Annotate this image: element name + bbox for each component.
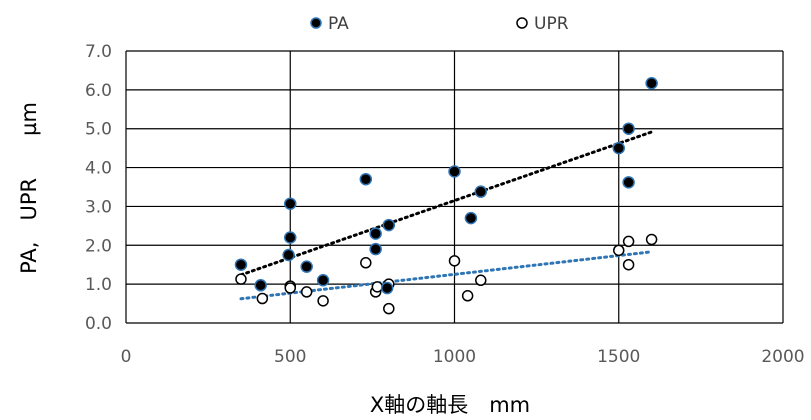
grid-lines — [125, 50, 784, 324]
data-point-pa — [622, 176, 635, 189]
x-tick-label: 1000 — [433, 347, 476, 367]
data-points — [234, 77, 658, 315]
data-point-pa — [359, 172, 373, 186]
data-point-pa — [284, 197, 297, 210]
data-point-pa — [369, 242, 382, 256]
data-point-pa — [382, 218, 396, 232]
x-tick-label: 1500 — [597, 347, 640, 367]
x-axis-title: X軸の軸長 mm — [370, 393, 530, 417]
data-point-upr — [448, 255, 461, 267]
y-axis-title: PA, UPR µm — [17, 102, 41, 274]
trendline-pa — [239, 130, 654, 277]
data-point-upr — [360, 257, 372, 269]
data-point-upr — [317, 295, 329, 307]
data-point-upr — [256, 292, 269, 305]
data-point-pa — [612, 141, 625, 155]
data-point-pa — [474, 185, 488, 198]
trendlines — [239, 130, 654, 301]
data-point-pa — [234, 258, 248, 271]
data-point-pa — [316, 274, 330, 287]
data-point-pa — [254, 279, 267, 292]
data-point-upr — [475, 274, 487, 287]
y-tick-label: 7.0 — [85, 42, 112, 62]
data-point-pa — [369, 227, 382, 240]
data-point-upr — [371, 281, 384, 293]
data-point-pa — [464, 211, 478, 225]
data-point-upr — [300, 286, 313, 298]
data-point-upr — [645, 233, 658, 246]
x-tick-label: 2000 — [761, 347, 804, 367]
legend-label-pa: PA — [328, 14, 349, 34]
x-tick-label: 0 — [121, 347, 132, 367]
x-tick-label: 500 — [274, 347, 306, 367]
y-tick-label: 5.0 — [85, 120, 112, 140]
data-point-pa — [622, 122, 635, 135]
y-tick-label: 4.0 — [85, 159, 112, 179]
y-tick-label: 1.0 — [85, 275, 112, 295]
y-tick-label: 0.0 — [85, 314, 112, 334]
data-point-upr — [613, 244, 625, 257]
data-point-pa — [645, 77, 658, 90]
data-point-pa — [284, 231, 297, 244]
data-point-upr — [622, 258, 635, 271]
legend-label-upr: UPR — [534, 14, 569, 34]
data-point-pa — [380, 281, 394, 295]
y-tick-label: 2.0 — [85, 236, 112, 256]
legend: PA UPR — [310, 14, 569, 34]
data-point-pa — [282, 248, 295, 262]
data-point-pa — [448, 165, 461, 178]
data-point-upr — [235, 273, 247, 285]
data-point-upr — [622, 235, 635, 248]
tick-labels: 0.0 1.0 2.0 3.0 4.0 5.0 6.0 7.0 0 500 1000 1500 2000 — [85, 42, 805, 367]
y-tick-label: 3.0 — [85, 197, 112, 217]
data-point-pa — [300, 260, 313, 273]
y-tick-label: 6.0 — [85, 81, 112, 101]
legend-marker-pa — [310, 17, 322, 29]
data-point-upr — [284, 282, 296, 294]
legend-marker-upr — [516, 17, 528, 29]
data-point-upr — [461, 290, 474, 302]
data-point-upr — [383, 302, 395, 315]
